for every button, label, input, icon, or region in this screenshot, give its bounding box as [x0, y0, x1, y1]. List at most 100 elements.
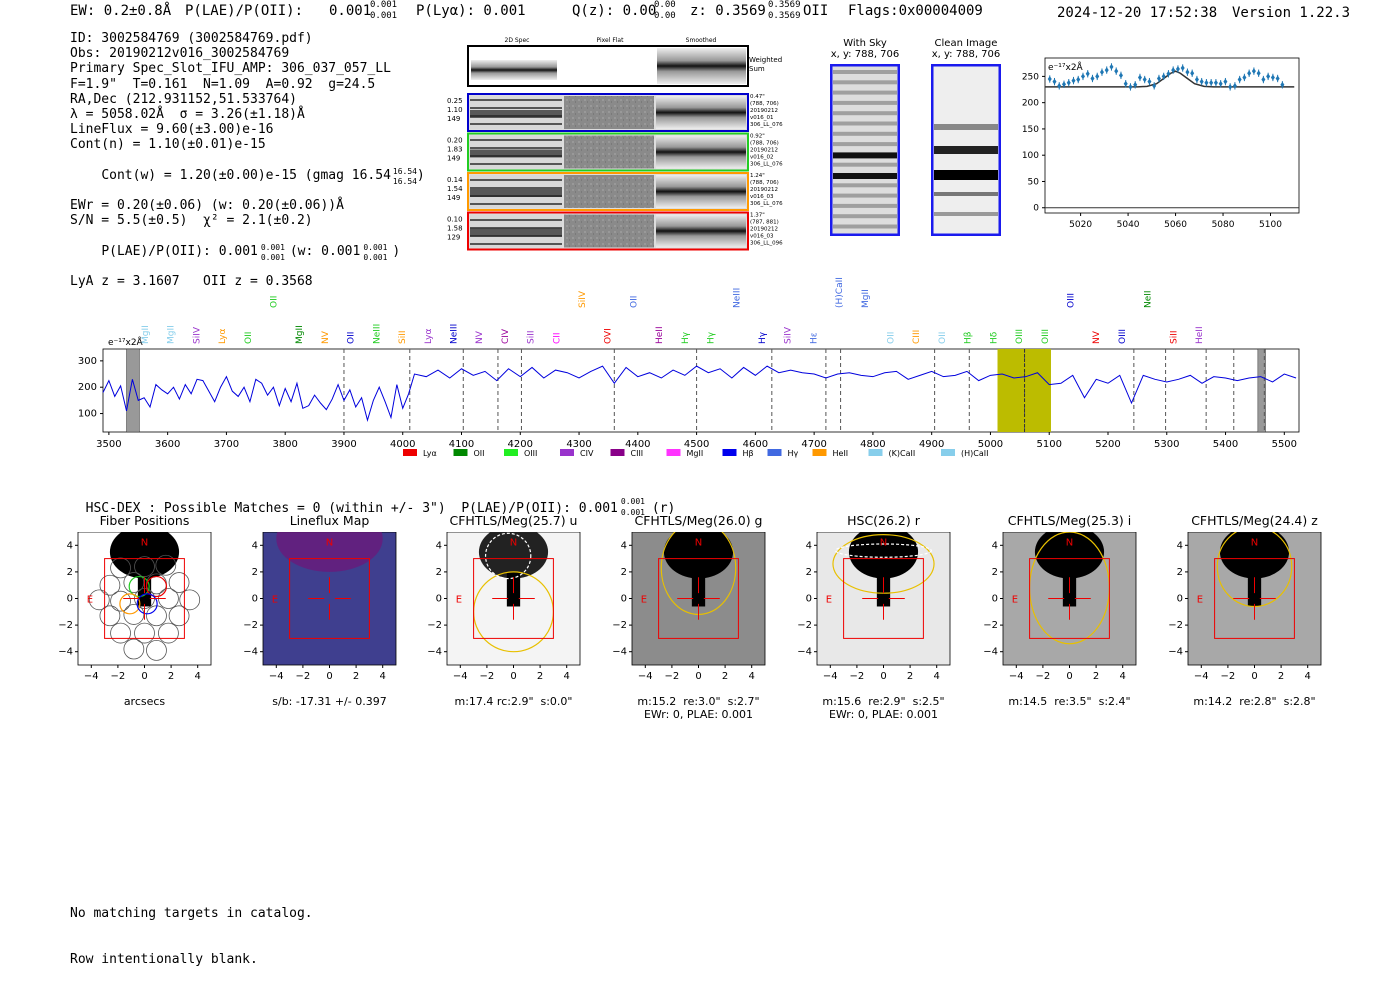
emission-line-label: OIII — [1015, 329, 1025, 344]
fiber-circle — [99, 605, 121, 627]
east-label: E — [1197, 594, 1203, 605]
sky-stripe — [833, 183, 897, 188]
search-box — [658, 558, 739, 639]
north-label: N — [326, 537, 333, 548]
north-label: N — [880, 537, 887, 548]
point-marker — [1047, 76, 1052, 83]
legend-entry: Hβ — [722, 449, 754, 458]
with-sky-xy: x, y: 788, 706 — [830, 49, 900, 60]
data-point — [1237, 75, 1242, 84]
fiber-circle — [110, 557, 131, 579]
fiber-circle — [179, 589, 201, 611]
y-tick-label: −4 — [1168, 647, 1183, 658]
fiber-left-value: 149 — [447, 115, 460, 123]
cutout-image: N E −4 −4 −2 −2 0 0 2 2 4 4 — [983, 532, 1137, 682]
emission-line-label: MgII — [295, 325, 305, 344]
cutout-title: CFHTLS/Meg(25.7) u — [449, 513, 578, 528]
cutout-image: N E −4 −4 −2 −2 0 0 2 2 4 4 — [1168, 532, 1322, 682]
clean-image-xy: x, y: 788, 706 — [931, 49, 1001, 60]
x-tick-label: 4900 — [919, 439, 944, 450]
info-line: LineFlux = 9.60(±3.00)e-16 — [70, 122, 274, 138]
point-marker — [1152, 82, 1157, 89]
data-point — [1128, 83, 1133, 91]
selected-fiber-circle — [128, 575, 150, 598]
selected-fiber-circle — [136, 593, 158, 615]
y-tick-label: 2 — [806, 567, 812, 578]
col-header-smoothed: Smoothed — [686, 37, 717, 44]
legend-entry: CIV — [560, 449, 594, 458]
x-tick-label: 5040 — [1117, 220, 1140, 230]
data-point — [1085, 70, 1090, 78]
emission-line-label: NeIII — [372, 324, 382, 344]
weighted-sum-label: Weighted Sum — [749, 56, 784, 73]
data-point — [1142, 75, 1147, 84]
x-tick-label: 5060 — [1164, 220, 1187, 230]
y-tick-label: −2 — [612, 620, 627, 631]
point-marker — [1190, 70, 1195, 77]
point-marker — [1275, 75, 1280, 82]
x-tick-label: −4 — [1009, 671, 1024, 682]
fiber-smoothed — [656, 214, 746, 248]
legend-swatch — [868, 449, 883, 456]
x-tick-label: 4800 — [860, 439, 885, 450]
point-marker — [1213, 79, 1218, 86]
x-tick-label: 4 — [749, 671, 755, 682]
cutout-image: N E −4 −4 −2 −2 0 0 2 2 4 4 — [427, 532, 581, 682]
cutout-title: CFHTLS/Meg(24.4) z — [1191, 513, 1318, 528]
data-point — [1218, 80, 1223, 88]
emission-line-label: NV — [1092, 330, 1102, 344]
full-spectrum-chart: 100 200 300 3500 3600 3700 3800 3900 4000 4100 420… — [78, 277, 1300, 458]
legend-swatch — [812, 449, 827, 456]
cont-w-line: Cont(w) = 1.20(±0.00)e-15 (gmag 16.54 16.… — [70, 153, 440, 199]
data-point — [1270, 73, 1275, 82]
point-marker — [1137, 74, 1142, 81]
legend-swatch — [722, 449, 737, 456]
sky-stripe — [833, 111, 897, 116]
y-tick-label: 0 — [621, 594, 627, 605]
east-label: E — [456, 594, 462, 605]
cutout-title: Lineflux Map — [289, 513, 370, 528]
point-marker — [1085, 70, 1090, 77]
fiber-2d-trace — [470, 149, 562, 158]
data-point — [1223, 77, 1228, 86]
point-marker — [1261, 76, 1266, 83]
point-marker — [1057, 82, 1062, 89]
emission-line-label: CIV — [501, 328, 511, 344]
sky-stripe — [833, 203, 897, 208]
emission-line-label: NV — [321, 330, 331, 344]
fiber-right-value: (788, 706) — [750, 101, 779, 107]
y-tick-label: −2 — [243, 620, 258, 631]
data-point — [1180, 64, 1185, 72]
data-point — [1090, 74, 1095, 83]
fit-line — [1045, 70, 1295, 88]
y-tick-label: 4 — [621, 540, 627, 551]
y-tick-label: 4 — [806, 540, 812, 551]
data-point — [1104, 66, 1109, 74]
data-point — [1185, 68, 1190, 76]
data-point — [1190, 69, 1195, 77]
emission-line-label: MgII — [141, 325, 151, 344]
x-tick-label: 4400 — [625, 439, 650, 450]
fiber-circle — [168, 572, 190, 593]
y-tick-label: 100 — [1022, 151, 1039, 161]
y-tick-label: 4 — [252, 540, 258, 551]
legend-entry: CIII — [610, 449, 643, 458]
data-point — [1199, 77, 1204, 86]
cutout-image: N E −4 −4 −2 −2 0 0 2 2 4 4 — [243, 532, 397, 682]
data-point — [1209, 79, 1214, 87]
legend-label: Hβ — [743, 449, 754, 458]
legend-swatch — [453, 449, 468, 456]
fiber-right-value: 306_LL_076 — [750, 201, 783, 207]
clean-stripe — [934, 212, 998, 216]
fiber-left-value: 0.14 — [447, 176, 463, 184]
fiber-smoothed — [656, 135, 746, 169]
data-point — [1061, 80, 1066, 88]
emission-line-label: MgII — [861, 289, 871, 308]
with-sky-image — [830, 64, 900, 236]
fiber-left-value: 149 — [447, 194, 460, 202]
clean-image-label: Clean Image — [934, 38, 998, 49]
fiber-circle — [146, 639, 167, 661]
selected-fiber-circle — [119, 593, 141, 615]
point-marker — [1161, 73, 1166, 80]
plae-info-sup: 0.001 — [260, 242, 285, 252]
